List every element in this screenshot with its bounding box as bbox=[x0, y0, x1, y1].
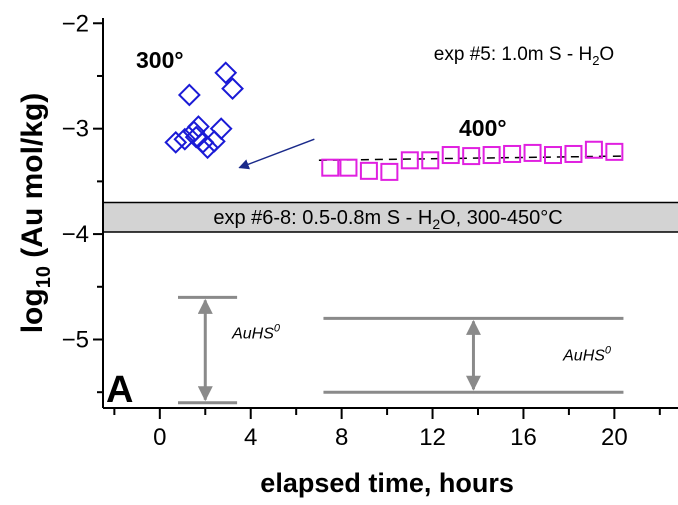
x-axis-title: elapsed time, hours bbox=[260, 468, 514, 498]
data-point-square bbox=[482, 146, 501, 165]
data-point-square bbox=[321, 158, 340, 177]
data-point-square bbox=[421, 151, 440, 170]
series-diamonds bbox=[164, 61, 244, 160]
data-point-diamond bbox=[214, 61, 238, 85]
x-tick-label: 8 bbox=[335, 424, 348, 451]
data-point-square bbox=[584, 140, 603, 159]
data-point-square bbox=[339, 158, 358, 177]
data-point-diamond bbox=[177, 83, 201, 107]
data-point-square bbox=[544, 146, 562, 165]
x-tick-label: 12 bbox=[419, 424, 446, 451]
transition-arrow bbox=[238, 138, 315, 170]
band-rect bbox=[103, 202, 678, 232]
range-indicator: AuHS0 bbox=[323, 316, 624, 394]
axes-layer: −2 −3 −4 −5 0 4 8 12 16 20 elapsed time, hours log1… bbox=[16, 10, 678, 498]
range-indicator: AuHS0 bbox=[178, 295, 281, 405]
range-label: AuHS0 bbox=[231, 322, 281, 342]
band-label: exp #6-8: 0.5-0.8m S - H2O, 300-450°C bbox=[213, 207, 562, 232]
data-point-diamond bbox=[221, 77, 244, 101]
data-point-diamond bbox=[164, 130, 188, 154]
data-point-square bbox=[462, 147, 481, 166]
trend-dashed-line bbox=[318, 155, 624, 162]
series-layer bbox=[164, 61, 624, 181]
data-point-square bbox=[380, 162, 399, 181]
data-point-square bbox=[503, 144, 522, 163]
x-tick-label: 4 bbox=[244, 424, 257, 451]
text-layer: 300° 400° exp #5: 1.0m S - H2O exp #6-8: 0.… bbox=[106, 44, 614, 411]
ranges-layer: AuHS0 AuHS0 bbox=[178, 295, 624, 405]
data-point-square bbox=[564, 144, 583, 163]
series-label-300: 300° bbox=[136, 47, 184, 73]
panel-letter: A bbox=[106, 369, 133, 411]
x-tick-label: 16 bbox=[510, 424, 537, 451]
data-point-diamond bbox=[209, 117, 233, 141]
y-tick-label: −2 bbox=[62, 10, 89, 37]
series-label-400: 400° bbox=[459, 115, 507, 141]
x-tick-label: 0 bbox=[153, 424, 166, 451]
data-point-square bbox=[605, 142, 624, 161]
data-point-square bbox=[523, 143, 542, 162]
series-squares bbox=[321, 140, 624, 181]
y-tick-label: −4 bbox=[62, 221, 89, 248]
band-layer bbox=[103, 201, 678, 233]
data-point-diamond bbox=[196, 136, 219, 160]
data-point-diamond bbox=[173, 127, 197, 151]
exp5-label: exp #5: 1.0m S - H2O bbox=[434, 44, 614, 68]
y-tick-label: −5 bbox=[62, 326, 89, 353]
y-axis-title: log10 (Au mol/kg) bbox=[16, 93, 55, 334]
y-tick-label: −3 bbox=[62, 116, 89, 143]
data-point-square bbox=[441, 146, 460, 165]
data-point-square bbox=[359, 161, 378, 180]
data-point-square bbox=[400, 151, 419, 170]
range-label: AuHS0 bbox=[562, 345, 612, 365]
x-tick-label: 20 bbox=[601, 424, 628, 451]
